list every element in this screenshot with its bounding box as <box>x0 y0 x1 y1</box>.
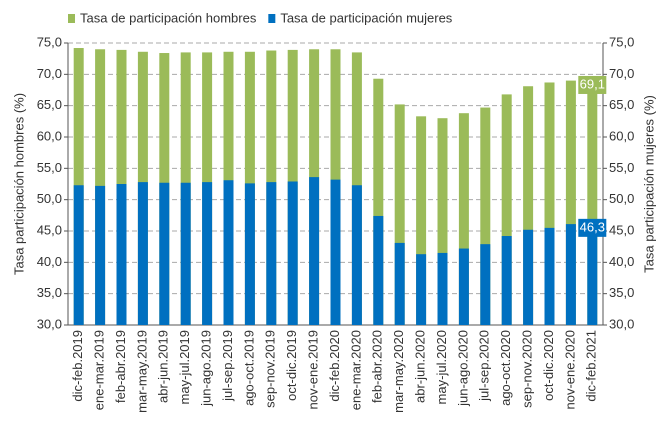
bar <box>244 183 255 325</box>
bar <box>266 182 277 325</box>
y2-tick-label: 70,0 <box>609 66 634 81</box>
legend-label: Tasa de participación mujeres <box>280 10 452 25</box>
bar <box>565 80 576 325</box>
bar <box>480 244 491 325</box>
x-tick-label: mar-may.2020 <box>391 330 406 413</box>
y2-tick-label: 50,0 <box>609 191 634 206</box>
bar <box>309 177 320 325</box>
bar <box>180 182 191 325</box>
data-label-box <box>578 218 607 237</box>
y-tick-label: 70,0 <box>37 66 62 81</box>
bar <box>437 118 448 325</box>
x-tick-label: feb-abr.2019 <box>113 330 128 403</box>
x-tick-label: dic-feb.2019 <box>70 330 85 402</box>
bar <box>202 182 213 325</box>
bar <box>501 94 512 326</box>
bar <box>373 215 384 325</box>
y2-axis-title: Tasa participación mujeres (%) <box>641 95 656 273</box>
x-tick-label: oct-dic.2020 <box>541 330 556 401</box>
x-tick-label: jun-ago.2020 <box>455 330 470 407</box>
legend-swatch <box>68 14 75 23</box>
bar <box>223 180 234 325</box>
bar <box>587 79 598 326</box>
bar <box>480 107 491 326</box>
bar <box>330 179 341 325</box>
y2-tick-label: 75,0 <box>609 34 634 49</box>
data-label: 46,3 <box>580 219 605 234</box>
bar <box>501 236 512 325</box>
x-tick-label: ago-oct.2019 <box>241 330 256 406</box>
legend-label: Tasa de participación hombres <box>80 10 257 25</box>
x-tick-label: dic-feb.2020 <box>327 330 342 402</box>
bar <box>137 182 148 325</box>
bar <box>116 184 127 325</box>
bar <box>544 82 555 325</box>
bar <box>416 254 427 325</box>
y-tick-label: 75,0 <box>37 34 62 49</box>
x-tick-label: may-jul.2019 <box>177 330 192 404</box>
bar <box>73 185 84 325</box>
y2-tick-label: 65,0 <box>609 97 634 112</box>
x-tick-label: oct-dic.2019 <box>284 330 299 401</box>
x-tick-label: jun-ago.2019 <box>199 330 214 407</box>
data-label: 69,1 <box>580 76 605 91</box>
y2-tick-label: 60,0 <box>609 128 634 143</box>
bar <box>587 222 598 325</box>
y2-tick-label: 35,0 <box>609 285 634 300</box>
y-tick-label: 55,0 <box>37 160 62 175</box>
bar <box>523 229 534 325</box>
x-tick-label: jul-sep.2019 <box>220 330 235 402</box>
x-tick-label: jul-sep.2020 <box>477 330 492 402</box>
y2-tick-label: 55,0 <box>609 160 634 175</box>
x-tick-label: ago-oct.2020 <box>498 330 513 406</box>
bar <box>287 181 298 325</box>
bar <box>458 248 469 325</box>
x-tick-label: feb-abr.2020 <box>370 330 385 403</box>
bar <box>351 185 362 325</box>
legend-swatch <box>268 14 276 23</box>
x-tick-label: abr-jun.2020 <box>413 330 428 403</box>
bar <box>416 116 427 325</box>
bar <box>565 224 576 325</box>
bar <box>458 113 469 325</box>
y-axis-title: Tasa participación hombres (%) <box>11 93 26 275</box>
x-tick-label: may-jul.2020 <box>434 330 449 404</box>
x-tick-label: ene-mar.2019 <box>92 330 107 410</box>
y-tick-label: 50,0 <box>37 191 62 206</box>
y2-tick-label: 30,0 <box>609 316 634 331</box>
x-tick-label: abr-jun.2019 <box>156 330 171 403</box>
x-tick-label: ene-mar.2020 <box>348 330 363 410</box>
bar <box>159 182 170 325</box>
y-tick-label: 40,0 <box>37 254 62 269</box>
y-tick-label: 35,0 <box>37 285 62 300</box>
bar <box>523 86 534 326</box>
bar <box>394 104 405 325</box>
y-tick-label: 45,0 <box>37 222 62 237</box>
y-tick-label: 65,0 <box>37 97 62 112</box>
y-tick-label: 60,0 <box>37 128 62 143</box>
bar <box>544 227 555 325</box>
x-tick-label: nov-ene.2019 <box>306 330 321 410</box>
y2-tick-label: 40,0 <box>609 254 634 269</box>
bar <box>95 185 106 325</box>
x-tick-label: nov-ene.2020 <box>562 330 577 410</box>
x-tick-label: dic-feb.2021 <box>584 330 599 402</box>
bar <box>437 252 448 325</box>
bar <box>373 78 384 325</box>
x-tick-label: sep-nov.2019 <box>263 330 278 408</box>
x-tick-label: mar-may.2019 <box>134 330 149 413</box>
bar <box>394 242 405 325</box>
x-tick-label: sep-nov.2020 <box>520 330 535 408</box>
data-label-box <box>578 75 607 94</box>
y-tick-label: 30,0 <box>37 316 62 331</box>
y2-tick-label: 45,0 <box>609 222 634 237</box>
